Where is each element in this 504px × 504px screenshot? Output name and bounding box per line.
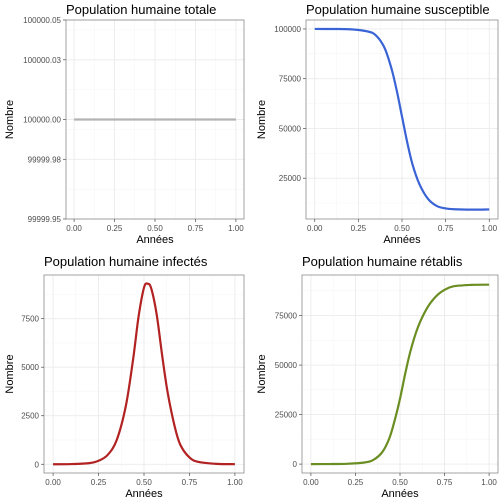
- y-tick-label: 75000: [275, 312, 298, 321]
- x-tick-label: 0.25: [91, 478, 107, 487]
- y-tick-label: 0: [293, 460, 298, 469]
- y-tick-label: 100000: [274, 25, 301, 34]
- y-axis-title: Nombre: [256, 100, 268, 139]
- y-tick-label: 100000.00: [23, 116, 61, 125]
- x-tick-label: 1.00: [228, 224, 244, 233]
- y-tick-label: 50000: [275, 361, 298, 370]
- y-tick-label: 75000: [279, 75, 302, 84]
- chart-title: Population humaine rétablis: [302, 254, 463, 269]
- y-axis-title: Nombre: [256, 354, 268, 393]
- chart-title: Population humaine susceptible: [306, 2, 490, 17]
- x-tick-label: 0.00: [307, 224, 323, 233]
- y-tick-label: 25000: [279, 174, 302, 183]
- y-tick-label: 7500: [21, 315, 39, 324]
- y-tick-label: 99999.98: [28, 155, 62, 164]
- x-tick-label: 0.75: [438, 224, 454, 233]
- y-tick-label: 0: [35, 460, 40, 469]
- chart-panel-2: 0.00 0.25 0.50 0.75 1.00 25000 50000 75000 10000…: [256, 2, 499, 246]
- chart-panel-4: 0.00 0.25 0.50 0.75 1.00 0 25000 50000 75000 Popu…: [256, 254, 499, 500]
- chart-panel-3: 0.00 0.25 0.50 0.75 1.00 0 2500 5000 7500 Populat…: [4, 254, 245, 500]
- x-tick-label: 0.50: [136, 478, 152, 487]
- x-tick-label: 0.25: [348, 478, 364, 487]
- y-tick-label: 5000: [21, 363, 39, 372]
- x-tick-label: 0.50: [394, 224, 410, 233]
- chart-title: Population humaine totale: [66, 2, 216, 17]
- y-tick-label: 100000.03: [23, 56, 61, 65]
- x-axis-title: Années: [381, 488, 419, 500]
- x-tick-label: 0.00: [45, 478, 61, 487]
- x-tick-label: 0.00: [303, 478, 319, 487]
- series-line-1: [53, 282, 235, 466]
- y-tick-label: 100000.05: [23, 16, 61, 25]
- y-tick-label: 2500: [21, 412, 39, 421]
- x-tick-label: 1.00: [481, 224, 497, 233]
- y-tick-label: 99999.95: [28, 215, 62, 224]
- x-tick-label: 0.75: [437, 478, 453, 487]
- x-tick-label: 0.00: [66, 224, 82, 233]
- x-axis-title: Années: [136, 234, 174, 246]
- chart-panel-1: 0.00 0.25 0.50 0.75 1.00 99999.95 99999.98 1000…: [4, 2, 245, 246]
- y-tick-label: 25000: [275, 411, 298, 420]
- x-tick-label: 1.00: [481, 478, 497, 487]
- x-tick-label: 0.50: [392, 478, 408, 487]
- y-axis-title: Nombre: [4, 100, 16, 139]
- x-tick-label: 0.25: [351, 224, 367, 233]
- x-axis-title: Années: [383, 234, 421, 246]
- y-axis-title: Nombre: [4, 354, 16, 393]
- y-tick-label: 50000: [279, 124, 302, 133]
- series-line-1: [314, 27, 490, 211]
- x-tick-label: 0.75: [182, 478, 198, 487]
- chart-title: Population humaine infectés: [44, 254, 208, 269]
- x-tick-label: 0.50: [147, 224, 163, 233]
- x-tick-label: 0.25: [107, 224, 123, 233]
- x-axis-title: Années: [125, 488, 163, 500]
- series-line-1: [310, 283, 490, 466]
- x-tick-label: 1.00: [227, 478, 243, 487]
- x-tick-label: 0.75: [188, 224, 204, 233]
